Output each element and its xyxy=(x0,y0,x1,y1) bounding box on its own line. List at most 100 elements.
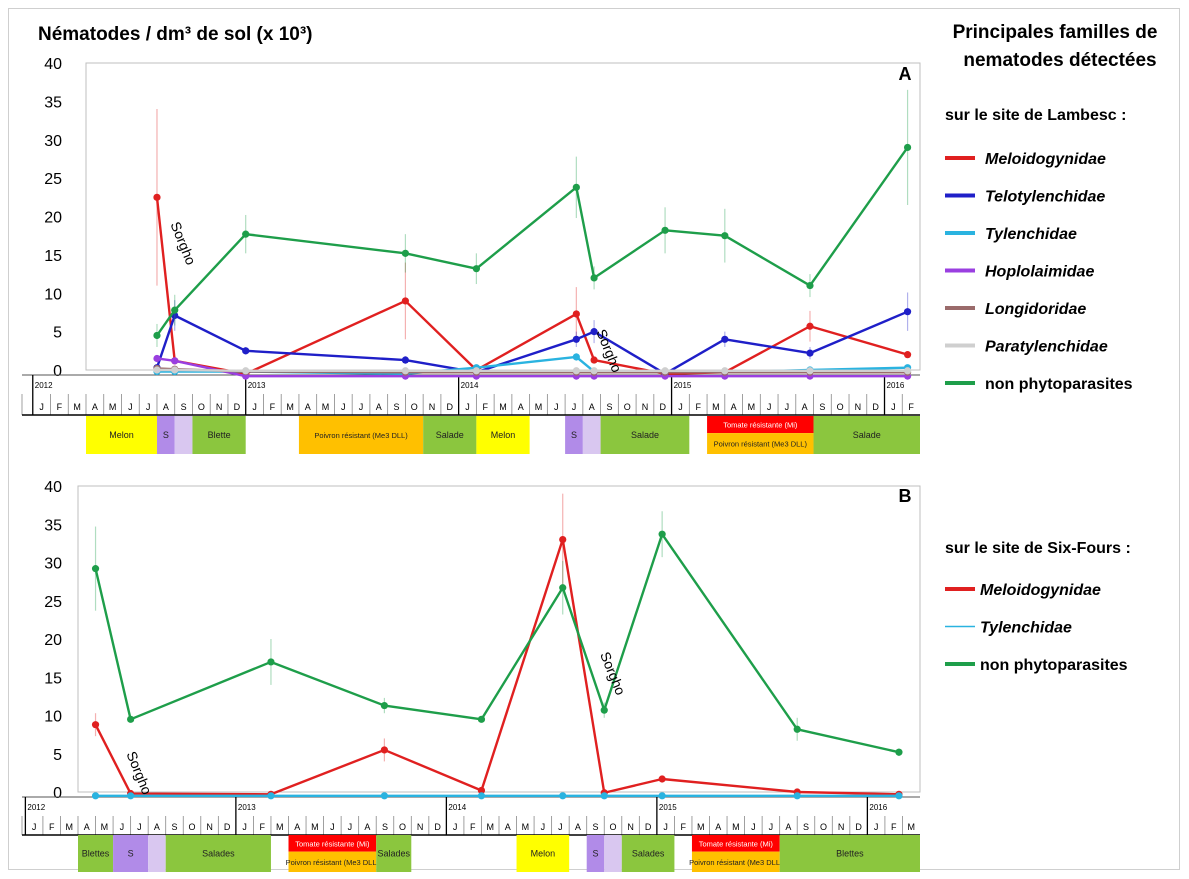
crop-block xyxy=(691,835,780,852)
month-label: J xyxy=(678,402,683,412)
data-point xyxy=(401,356,410,364)
data-point xyxy=(903,143,912,152)
year-label: 2012 xyxy=(27,803,45,812)
month-label: S xyxy=(606,402,612,412)
data-point xyxy=(153,366,161,374)
data-point xyxy=(895,792,903,800)
data-point xyxy=(242,367,250,375)
data-point xyxy=(572,183,580,191)
crop-label: Blettes xyxy=(82,849,110,859)
month-label: A xyxy=(84,822,90,832)
month-label: J xyxy=(769,822,774,832)
data-point xyxy=(658,792,666,800)
y-tick-label: 40 xyxy=(44,479,62,496)
month-label: M xyxy=(907,822,915,832)
month-label: A xyxy=(589,402,595,412)
crop-block xyxy=(604,835,622,872)
month-label: A xyxy=(802,402,808,412)
month-label: N xyxy=(216,402,223,412)
month-label: J xyxy=(572,402,577,412)
month-label: M xyxy=(73,402,81,412)
crop-block xyxy=(476,416,530,454)
data-point xyxy=(91,721,100,729)
month-label: J xyxy=(341,402,346,412)
data-point xyxy=(127,792,135,800)
data-point xyxy=(572,353,580,361)
crop-strip: Melon S Blette Poivron résistant (Me3 DLL) S… xyxy=(86,416,920,454)
y-tick-label: 35 xyxy=(44,517,62,534)
crop-block xyxy=(192,416,246,454)
month-label: S xyxy=(171,822,177,832)
month-label: J xyxy=(252,402,257,412)
crop-label: Melon xyxy=(109,430,134,440)
series-line xyxy=(156,368,908,372)
crop-strip: Blettes S Salades Tomate résistante (Mi) Poi… xyxy=(78,835,920,872)
month-label: O xyxy=(837,402,844,412)
data-point xyxy=(171,357,179,365)
crop-label: Salades xyxy=(202,849,235,859)
month-label: M xyxy=(311,822,319,832)
crop-label: Salades xyxy=(632,849,665,859)
data-point xyxy=(559,792,567,800)
y-tick-label: 5 xyxy=(53,325,62,342)
year-label: 2016 xyxy=(887,381,905,390)
month-label: J xyxy=(128,402,133,412)
y-tick-label: 25 xyxy=(44,171,62,188)
month-label: F xyxy=(470,822,476,832)
crop-block xyxy=(174,416,193,454)
crop-label: Poivron résistant (Me3 DLL) xyxy=(286,858,380,867)
year-label: 2015 xyxy=(659,803,677,812)
y-tick-label: 15 xyxy=(44,248,62,265)
legend-label: non phytoparasites xyxy=(980,657,1128,674)
crop-block xyxy=(600,416,690,454)
crop-block xyxy=(156,416,175,454)
data-point xyxy=(590,356,598,364)
month-label: D xyxy=(234,402,241,412)
legend-label: Meloidogynidae xyxy=(985,151,1106,168)
crop-label: S xyxy=(592,849,598,859)
month-label: J xyxy=(663,822,668,832)
month-label: D xyxy=(224,822,231,832)
month-label: F xyxy=(57,402,63,412)
legend-label: Tylenchidae xyxy=(980,620,1072,637)
plot-area xyxy=(85,62,921,371)
data-point xyxy=(559,535,567,544)
month-label: N xyxy=(855,402,862,412)
month-label: A xyxy=(518,402,524,412)
month-label: F xyxy=(483,402,489,412)
data-point xyxy=(721,335,729,343)
month-label: A xyxy=(505,822,511,832)
data-point xyxy=(127,715,135,723)
month-label: A xyxy=(376,402,382,412)
y-tick-label: 5 xyxy=(53,747,62,764)
crop-label: Salades xyxy=(377,849,410,859)
legend-label: Telotylenchidae xyxy=(985,189,1105,206)
month-label: J xyxy=(767,402,772,412)
data-point xyxy=(903,367,912,375)
crop-block xyxy=(113,835,149,872)
legend-title-line2: nematodes détectées xyxy=(963,50,1156,71)
crop-label: S xyxy=(163,430,169,440)
data-point xyxy=(572,310,580,318)
month-label: S xyxy=(819,402,825,412)
data-point xyxy=(91,565,100,573)
month-label: M xyxy=(748,402,756,412)
month-label: O xyxy=(610,822,617,832)
crop-block xyxy=(779,835,920,872)
data-point xyxy=(380,746,388,754)
month-label: M xyxy=(109,402,117,412)
crop-label: Salade xyxy=(631,430,659,440)
legend-label: Meloidogynidae xyxy=(980,582,1101,599)
month-label: J xyxy=(137,822,142,832)
month-label: M xyxy=(535,402,543,412)
data-point xyxy=(477,792,486,800)
crop-label: Poivron résistant (Me3 DLL) xyxy=(314,431,408,440)
legend-label: Tylenchidae xyxy=(985,226,1077,243)
month-label: A xyxy=(294,822,300,832)
data-point xyxy=(401,367,410,375)
crop-block xyxy=(565,416,583,454)
data-point xyxy=(171,366,179,374)
data-point xyxy=(600,706,608,714)
